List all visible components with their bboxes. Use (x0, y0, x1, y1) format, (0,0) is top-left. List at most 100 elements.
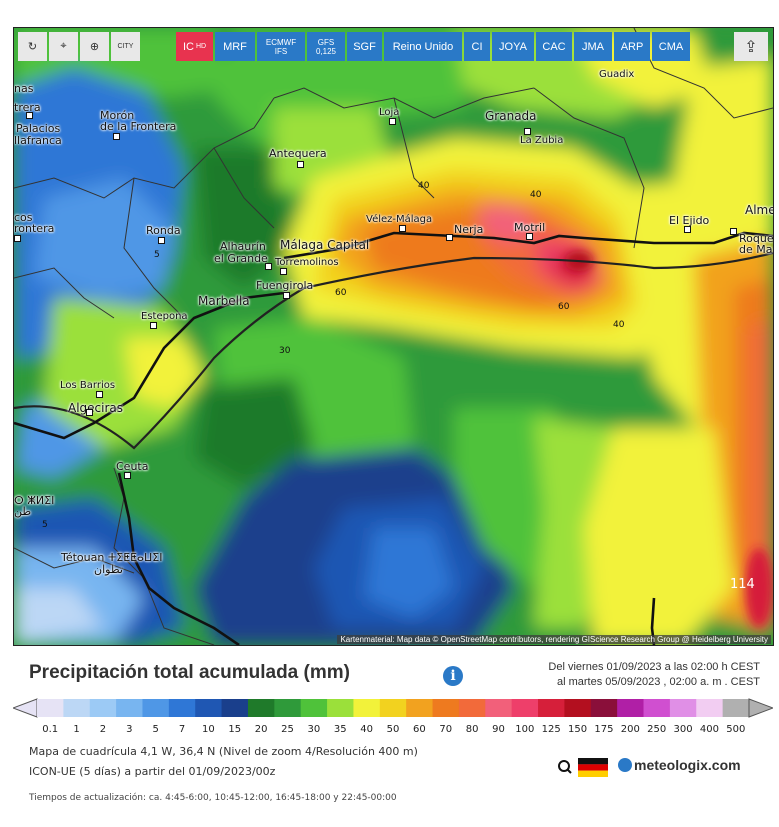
brand-logo[interactable]: meteologix.com (618, 757, 741, 773)
town-marker (399, 225, 406, 232)
model-cac-button[interactable]: CAC (536, 32, 572, 61)
model-sublabel: 0,125 (315, 46, 337, 56)
model-jma-button[interactable]: JMA (574, 32, 612, 61)
town-marker (26, 112, 33, 119)
scale-tick-label: 500 (726, 724, 746, 735)
place-label: Torremolinos (275, 257, 339, 268)
contour-label: 5 (42, 520, 48, 530)
scale-swatch (538, 699, 565, 717)
place-label: Los Barrios (60, 380, 116, 391)
model-label: IC (182, 40, 194, 53)
scale-swatch (168, 699, 196, 717)
refresh-button[interactable]: ↻ (18, 32, 47, 61)
location-button[interactable]: ⌖ (49, 32, 78, 61)
model-sublabel: HD (195, 43, 207, 50)
model-gfs-button[interactable]: GFS 0,125 (307, 32, 345, 61)
place-label: Alhaurín (220, 240, 266, 253)
place-label: de Ma (739, 243, 773, 256)
scale-tick-label: 10 (202, 724, 215, 735)
scale-tick-label: 250 (647, 724, 667, 735)
place-label: Alme (745, 203, 774, 217)
contour-label: 5 (154, 250, 160, 260)
place-label: Morón (100, 109, 135, 122)
precipitation-field (14, 28, 773, 645)
model-sublabel: IFS (274, 46, 288, 56)
scale-swatch (511, 699, 539, 717)
model-ecmwf-button[interactable]: ECMWF IFS (257, 32, 305, 61)
town-marker (526, 233, 533, 240)
place-label: Marbella (198, 294, 250, 308)
refresh-icon: ↻ (27, 41, 38, 53)
max-value-label: 114 (730, 577, 755, 592)
place-label: rontera (14, 222, 55, 235)
info-icon[interactable]: i (443, 666, 463, 686)
contour-label: 40 (530, 190, 542, 200)
model-ic-hd-button[interactable]: IC HD (176, 32, 213, 61)
town-marker (297, 161, 304, 168)
place-label: llafranca (14, 134, 62, 147)
model-label: CI (471, 40, 483, 53)
scale-swatch (142, 699, 170, 717)
model-mrf-button[interactable]: MRF (215, 32, 255, 61)
scale-swatch (327, 699, 354, 717)
model-cma-button[interactable]: CMA (652, 32, 690, 61)
town-marker (86, 409, 93, 416)
town-marker (14, 235, 21, 242)
place-label: ⵔ ⵥⵍⵉⵏ (14, 494, 55, 507)
scale-swatch (63, 699, 91, 717)
scale-tick-label: 50 (386, 724, 400, 735)
scale-tick-label: 60 (412, 724, 426, 735)
precipitation-map[interactable]: ↻ ⌖ ⊕ CITY IC HD MRF ECMWF IFS GFS 0,125 SG… (13, 27, 774, 646)
scale-tick-label: 0.1 (42, 724, 59, 735)
place-label: Tétouan ⵜⵉⵟⵟⴰⵡⵉⵏ (61, 551, 163, 564)
model-label: SGF (353, 40, 376, 53)
model-ci-button[interactable]: CI (464, 32, 490, 61)
city-labels-button[interactable]: CITY (111, 32, 140, 61)
share-button[interactable]: ⇪ (734, 32, 768, 61)
model-sgf-button[interactable]: SGF (347, 32, 382, 61)
place-label: Nerja (454, 223, 484, 236)
scale-swatch (247, 699, 275, 717)
place-label: Motril (514, 221, 546, 234)
scale-swatch (696, 699, 724, 717)
scale-tick-label: 2 (99, 724, 107, 735)
town-marker (150, 322, 157, 329)
contour-label: 30 (279, 346, 291, 356)
scale-tick-label: 150 (568, 724, 588, 735)
hd-search-icon[interactable] (555, 758, 575, 778)
update-times: Tiempos de actualización: ca. 4:45-6:00,… (29, 793, 397, 803)
date-to: al martes 05/09/2023 , 02:00 a. m . CEST (557, 676, 760, 688)
location-pin-icon: ⌖ (60, 40, 67, 52)
model-label: GFS (317, 37, 335, 47)
model-reino-unido-button[interactable]: Reino Unido (384, 32, 462, 61)
germany-flag-icon[interactable] (578, 758, 608, 777)
place-label: تطوان (94, 563, 123, 576)
town-marker (446, 234, 453, 241)
city-icon: CITY (117, 43, 134, 50)
model-label: Reino Unido (392, 40, 454, 53)
place-label: Loja (379, 107, 400, 118)
scale-swatch (485, 699, 513, 717)
model-joya-button[interactable]: JOYA (492, 32, 534, 61)
place-label: Roque (739, 232, 774, 245)
scale-tick-label: 3 (126, 724, 133, 735)
scale-tick-label: 300 (673, 724, 693, 735)
model-label: CMA (658, 40, 684, 53)
zoom-button[interactable]: ⊕ (80, 32, 109, 61)
town-marker (280, 268, 287, 275)
town-marker (113, 133, 120, 140)
place-label: Fuengirola (256, 279, 314, 292)
place-label: cos (14, 211, 33, 224)
contour-label: 60 (335, 288, 347, 298)
place-label: Ceuta (116, 460, 149, 473)
model-arp-button[interactable]: ARP (614, 32, 650, 61)
place-label: Antequera (269, 147, 327, 160)
town-marker (158, 237, 165, 244)
model-label: JOYA (499, 40, 527, 53)
town-marker (389, 118, 396, 125)
date-from: Del viernes 01/09/2023 a las 02:00 h CES… (548, 661, 760, 673)
scale-swatch (643, 699, 671, 717)
scale-tick-label: 5 (152, 724, 159, 735)
scale-tick-label: 35 (333, 724, 347, 735)
place-label: Palacios (16, 122, 61, 135)
